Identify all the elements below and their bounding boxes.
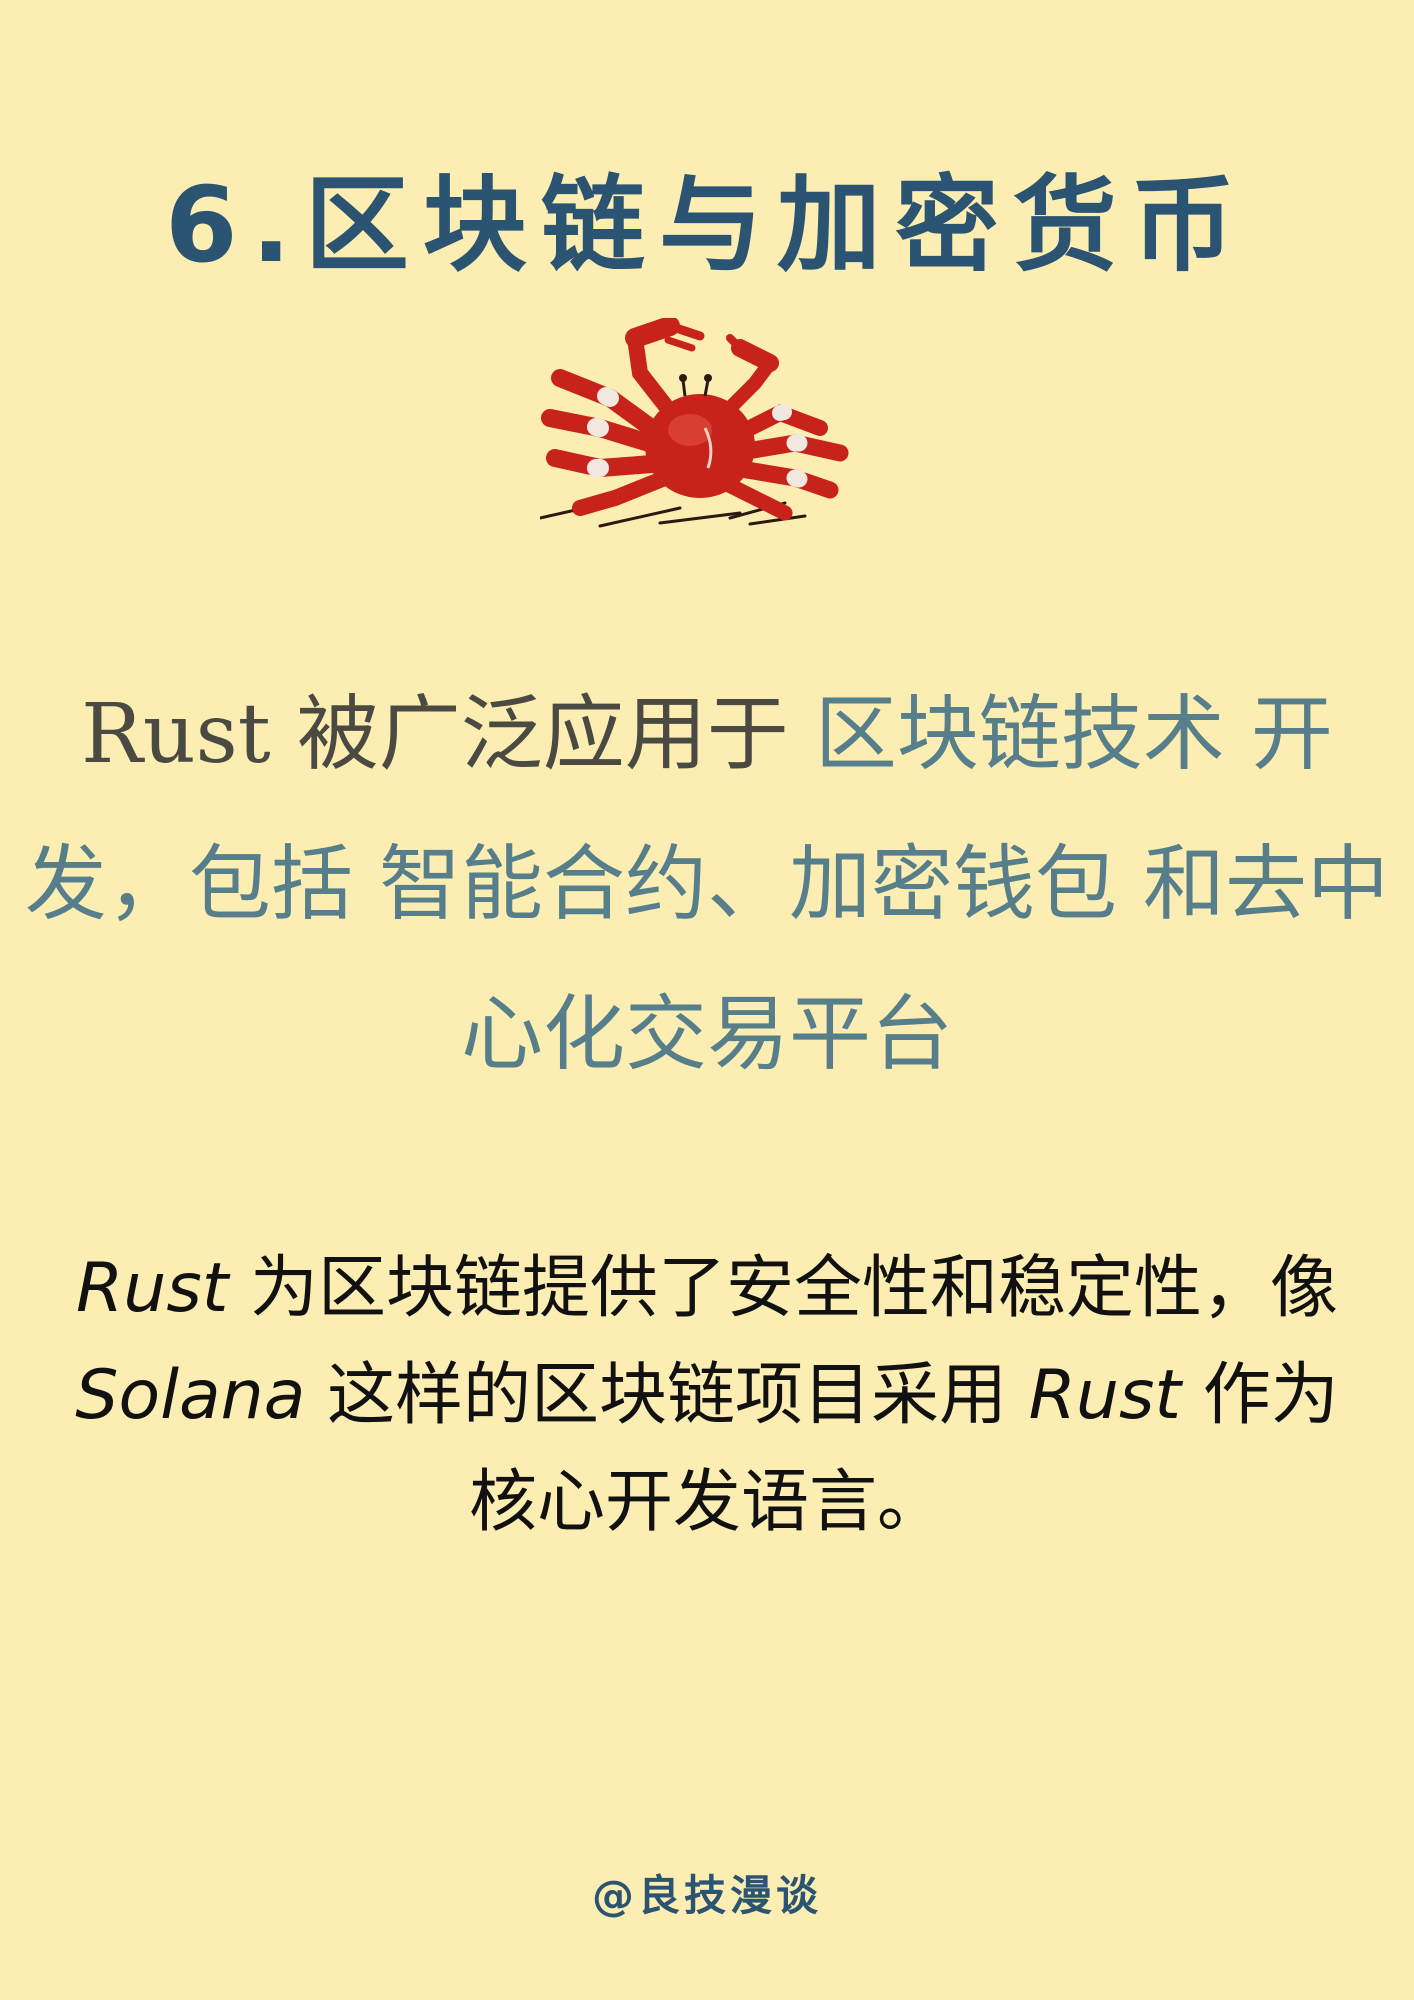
body-solana-word: Solana	[75, 1356, 306, 1435]
body-text-3: 作为核心开发语言。	[468, 1356, 1339, 1542]
headline-rust-word: Rust	[81, 687, 271, 782]
body-text-1: 为区块链提供了安全性和稳定性，像	[228, 1249, 1339, 1328]
headline-highlight-text: 区块链技术 开发，包括 智能合约、加密钱包 和去中心化交易平台	[24, 687, 1390, 1082]
red-crab-icon	[540, 318, 849, 528]
body-rust-word-2: Rust	[1028, 1356, 1182, 1435]
body-paragraph: Rust 为区块链提供了安全性和稳定性，像 Solana 这样的区块链项目采用 …	[70, 1235, 1344, 1556]
author-handle: @良技漫谈	[591, 1871, 822, 1920]
body-text-2: 这样的区块链项目采用	[305, 1356, 1029, 1435]
page-title: 6.区块链与加密货币	[165, 164, 1249, 286]
headline-plain-text: 被广泛应用于	[270, 687, 815, 782]
body-rust-word-1: Rust	[75, 1249, 229, 1328]
headline-text: Rust 被广泛应用于 区块链技术 开发，包括 智能合约、加密钱包 和去中心化交…	[10, 660, 1404, 1110]
